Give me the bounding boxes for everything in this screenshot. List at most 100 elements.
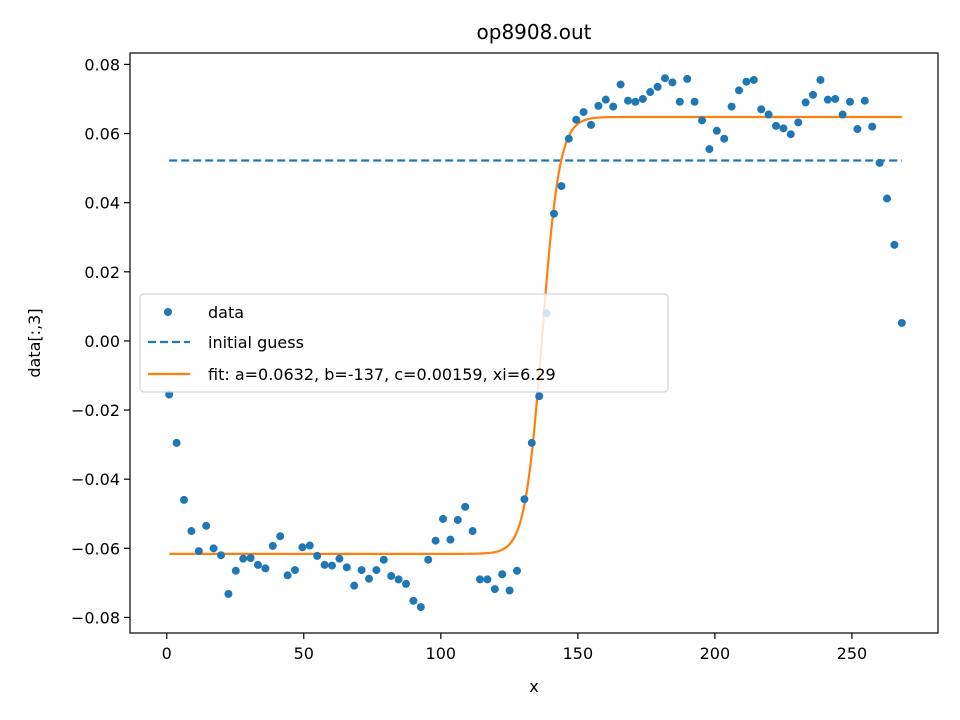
data-point: [343, 563, 351, 571]
data-point: [261, 564, 269, 572]
data-point: [565, 135, 573, 143]
data-point: [728, 103, 736, 111]
y-tick-label: 0.04: [84, 194, 120, 213]
y-tick-label: 0.06: [84, 125, 120, 144]
x-tick-label: 0: [162, 644, 172, 663]
x-axis-label: x: [529, 677, 538, 696]
data-point: [580, 108, 588, 116]
data-point: [772, 122, 780, 130]
data-point: [802, 98, 810, 106]
data-point: [787, 130, 795, 138]
data-point: [291, 566, 299, 574]
data-point: [898, 319, 906, 327]
data-point: [594, 102, 602, 110]
data-point: [387, 572, 395, 580]
data-point: [469, 527, 477, 535]
data-point: [358, 566, 366, 574]
data-point: [631, 98, 639, 106]
data-point: [624, 97, 632, 105]
data-point: [691, 98, 699, 106]
data-point: [765, 111, 773, 119]
chart-title: op8908.out: [477, 20, 592, 44]
data-point: [816, 76, 824, 84]
y-tick-label: −0.08: [71, 608, 120, 627]
data-point: [853, 125, 861, 133]
data-point: [395, 575, 403, 583]
data-point: [520, 495, 528, 503]
data-point: [491, 585, 499, 593]
data-point: [572, 116, 580, 124]
data-point: [402, 580, 410, 588]
data-point: [698, 116, 706, 124]
data-point: [876, 159, 884, 167]
y-tick-label: −0.06: [71, 539, 120, 558]
y-axis-label: data[:,3]: [25, 308, 44, 377]
data-point: [483, 575, 491, 583]
data-point: [284, 571, 292, 579]
data-point: [254, 561, 262, 569]
data-point: [861, 97, 869, 105]
x-tick-label: 150: [563, 644, 594, 663]
data-point: [195, 547, 203, 555]
y-tick-label: 0.02: [84, 263, 120, 282]
x-tick-label: 100: [426, 644, 457, 663]
data-point: [587, 121, 595, 129]
data-point: [831, 95, 839, 103]
data-point: [409, 597, 417, 605]
data-point: [454, 516, 462, 524]
data-point: [350, 582, 358, 590]
y-tick-label: 0.08: [84, 55, 120, 74]
data-point: [210, 544, 218, 552]
data-point: [557, 182, 565, 190]
data-point: [417, 603, 425, 611]
data-point: [654, 83, 662, 91]
data-point: [335, 555, 343, 563]
data-point: [646, 88, 654, 96]
data-point: [639, 95, 647, 103]
data-point: [742, 78, 750, 86]
data-point: [365, 575, 373, 583]
y-tick-label: −0.04: [71, 470, 120, 489]
data-point: [535, 392, 543, 400]
data-point: [498, 570, 506, 578]
legend-label-data: data: [208, 303, 244, 322]
x-tick-label: 250: [837, 644, 868, 663]
data-point: [668, 78, 676, 86]
data-point: [202, 522, 210, 530]
data-point: [757, 105, 765, 113]
data-point: [173, 439, 181, 447]
data-point: [306, 542, 314, 550]
data-point: [476, 575, 484, 583]
data-point: [328, 562, 336, 570]
legend-marker-data: [164, 308, 172, 316]
data-point: [313, 552, 321, 560]
data-point: [824, 96, 832, 104]
data-point: [868, 123, 876, 131]
data-point: [735, 86, 743, 94]
data-point: [269, 542, 277, 550]
data-point: [187, 527, 195, 535]
data-point: [446, 536, 454, 544]
data-point: [276, 532, 284, 540]
data-point: [372, 566, 380, 574]
legend-label-initial-guess: initial guess: [208, 333, 304, 352]
legend-label-fit: fit: a=0.0632, b=-137, c=0.00159, xi=6.2…: [208, 365, 556, 384]
data-point: [602, 96, 610, 104]
data-point: [683, 75, 691, 83]
data-point: [380, 556, 388, 564]
data-point: [617, 80, 625, 88]
data-point: [224, 590, 232, 598]
data-point: [661, 74, 669, 82]
data-point: [432, 537, 440, 545]
data-point: [550, 210, 558, 218]
data-point: [461, 503, 469, 511]
data-point: [676, 98, 684, 106]
data-point: [439, 515, 447, 523]
data-point: [232, 567, 240, 575]
legend: data initial guess fit: a=0.0632, b=-137, …: [140, 294, 668, 392]
data-point: [750, 76, 758, 84]
data-point: [839, 111, 847, 119]
data-point: [247, 554, 255, 562]
data-point: [705, 145, 713, 153]
